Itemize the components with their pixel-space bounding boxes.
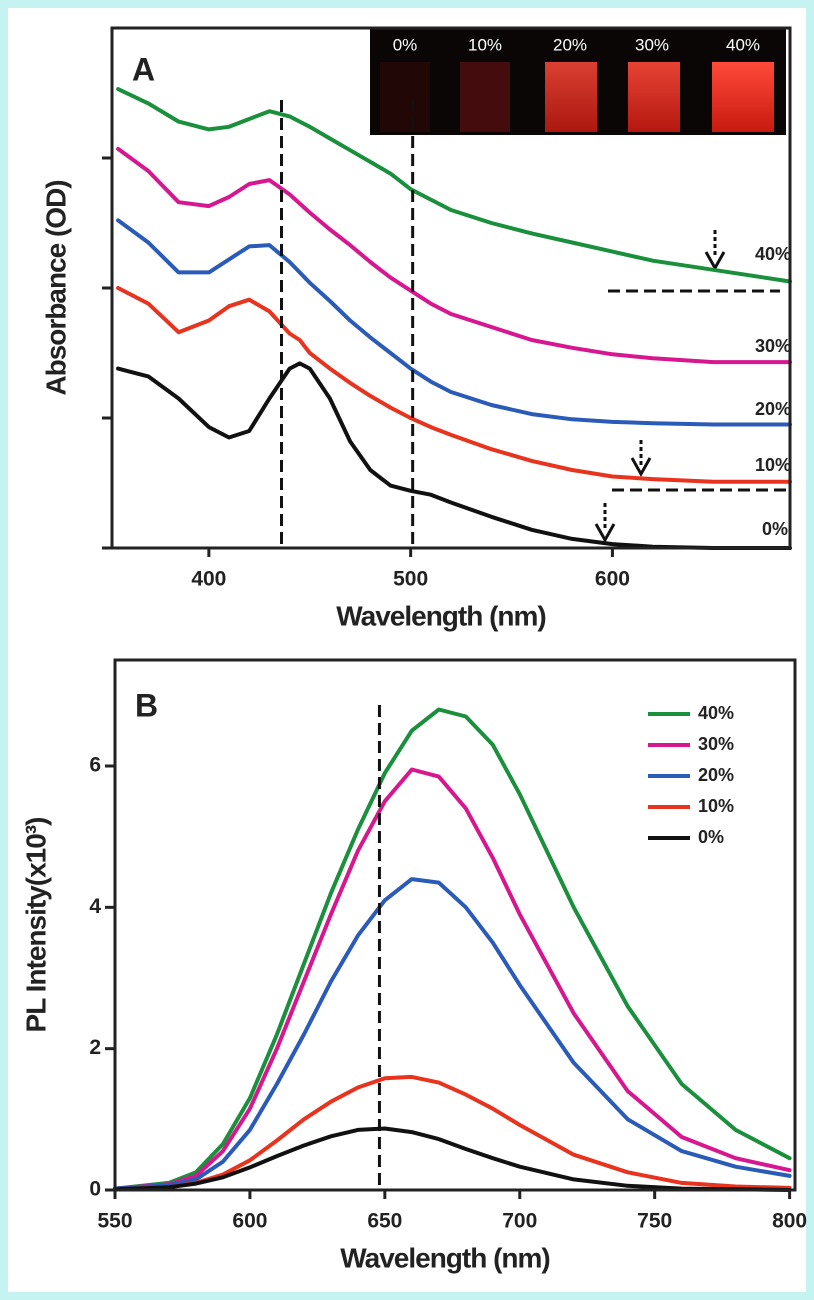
x-tick-label: 600 [595, 568, 630, 591]
y-tick-label: 4 [89, 895, 101, 918]
plot-frame [113, 658, 797, 1192]
inset-label: 20% [553, 35, 587, 54]
panel-label: A [132, 51, 155, 87]
legend-label: 10% [698, 796, 734, 816]
y-tick-label: 6 [89, 754, 101, 777]
series-line [116, 87, 792, 284]
legend-label: 30% [698, 734, 734, 754]
series-label: 0% [762, 519, 788, 539]
x-axis-title: Wavelength (nm) [336, 600, 546, 631]
y-tick-label: 2 [89, 1036, 101, 1059]
legend-label: 40% [698, 703, 734, 723]
figure-background [8, 8, 806, 1292]
series-line [116, 286, 792, 484]
series-line [113, 707, 792, 1191]
series-line [116, 361, 792, 550]
x-tick-label: 800 [772, 1210, 807, 1233]
series-line [116, 146, 792, 365]
series-line [113, 1126, 792, 1192]
inset-label: 40% [726, 35, 760, 54]
y-axis-title: PL Intensity(x10³) [20, 818, 51, 1033]
y-tick-label: 0 [89, 1178, 101, 1201]
series-label: 30% [755, 336, 791, 356]
inset-label: 10% [468, 35, 502, 54]
annotations [594, 230, 792, 544]
x-tick-label: 500 [393, 568, 428, 591]
series-line [113, 1074, 792, 1192]
series-line [113, 767, 792, 1191]
x-tick-label: 700 [502, 1210, 537, 1233]
series-line [116, 218, 792, 427]
panel-label: B [135, 687, 158, 723]
inset-label: 30% [635, 35, 669, 54]
y-axis-title: Absorbance (OD) [40, 180, 71, 395]
x-tick-label: 600 [232, 1210, 267, 1233]
x-tick-label: 400 [191, 568, 226, 591]
x-axis-title: Wavelength (nm) [340, 1242, 550, 1273]
series-label: 20% [755, 399, 791, 419]
x-tick-label: 550 [97, 1210, 132, 1233]
series-label: 40% [755, 244, 791, 264]
legend-label: 20% [698, 765, 734, 785]
series-line [113, 877, 792, 1191]
x-tick-label: 750 [637, 1210, 672, 1233]
x-tick-label: 650 [367, 1210, 402, 1233]
inset-label: 0% [393, 35, 418, 54]
series-label: 10% [755, 455, 791, 475]
inset-photo [370, 28, 786, 135]
legend-label: 0% [698, 827, 724, 847]
